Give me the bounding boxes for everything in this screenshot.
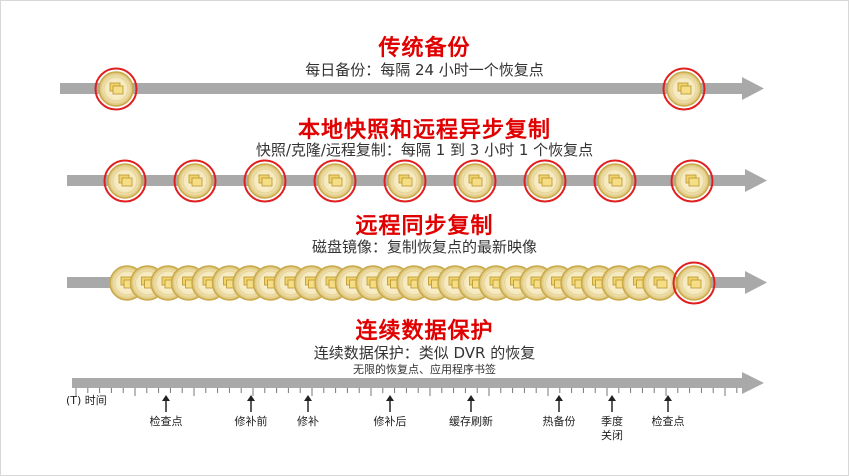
recovery-point-icon xyxy=(523,159,567,203)
recovery-points-row-2 xyxy=(103,159,714,203)
marker-arrow xyxy=(386,395,394,412)
timeline-ticks xyxy=(75,388,738,396)
section-title-cdp: 连续数据保护 xyxy=(355,319,494,344)
section-subtitle-sync-replication: 磁盘镜像：复制恢复点的最新映像 xyxy=(311,238,537,256)
timeline-marker-label: 热备份 xyxy=(542,415,576,428)
section-title-snapshot-async: 本地快照和远程异步复制 xyxy=(297,118,551,143)
arrow-row-traditional xyxy=(60,77,764,100)
timeline-axis xyxy=(72,372,764,394)
recovery-point-icon xyxy=(103,159,147,203)
section-title-sync-replication: 远程同步复制 xyxy=(355,214,494,239)
marker-arrow xyxy=(555,395,563,412)
section-subtitle-snapshot-async: 快照/克隆/远程复制：每隔 1 到 3 小时 1 个恢复点 xyxy=(255,141,594,159)
timeline-marker-arrows xyxy=(162,395,672,412)
section-subtitle-traditional-backup: 每日备份：每隔 24 小时一个恢复点 xyxy=(305,61,544,79)
section-note-cdp: 无限的恢复点、应用程序书签 xyxy=(353,363,496,376)
recovery-point-icon xyxy=(453,159,497,203)
timeline-marker-label: 修补 xyxy=(297,415,319,428)
recovery-point-icon xyxy=(173,159,217,203)
timeline-marker-label: 修补后 xyxy=(373,415,407,428)
timeline-marker-label: 缓存刷新 xyxy=(449,415,493,428)
timeline-marker-label: 检查点 xyxy=(149,415,183,428)
recovery-point-icon xyxy=(243,159,287,203)
section-title-traditional-backup: 传统备份 xyxy=(378,36,471,61)
marker-arrow xyxy=(664,395,672,412)
timeline-marker-label: 检查点 xyxy=(651,415,685,428)
timeline-axis-label: (T) 时间 xyxy=(66,394,107,407)
recovery-point-icon xyxy=(642,265,678,301)
recovery-points-row-3 xyxy=(109,261,716,305)
timeline-marker-label: 季度 关闭 xyxy=(601,415,623,442)
marker-arrow xyxy=(247,395,255,412)
marker-arrow xyxy=(162,395,170,412)
marker-arrow xyxy=(467,395,475,412)
recovery-point-icon xyxy=(383,159,427,203)
recovery-point-icon xyxy=(593,159,637,203)
section-subtitle-cdp: 连续数据保护：类似 DVR 的恢复 xyxy=(313,344,536,362)
recovery-point-icon xyxy=(94,67,138,111)
timeline-marker-label: 修补前 xyxy=(234,415,268,428)
recovery-point-icon xyxy=(670,159,714,203)
marker-arrow xyxy=(608,395,616,412)
recovery-points-row-1 xyxy=(94,67,706,111)
marker-arrow xyxy=(304,395,312,412)
recovery-point-icon xyxy=(662,67,706,111)
recovery-point-icon xyxy=(313,159,357,203)
recovery-point-icon xyxy=(672,261,716,305)
